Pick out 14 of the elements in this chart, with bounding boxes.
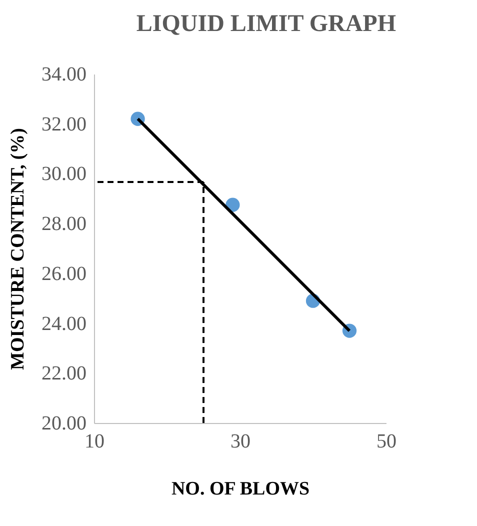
x-tick-label: 50 (376, 430, 396, 452)
y-tick-label: 34.00 (42, 64, 86, 86)
y-tick-label: 28.00 (42, 213, 86, 236)
x-tick-label: 30 (230, 430, 250, 452)
x-tick-label: 10 (84, 430, 104, 452)
y-tick-label: 32.00 (42, 113, 86, 136)
y-tick-label: 24.00 (42, 312, 86, 335)
x-axis-title: NO. OF BLOWS (171, 478, 310, 500)
chart-title: LIQUID LIMIT GRAPH (136, 11, 396, 37)
y-tick-label: 26.00 (42, 262, 86, 285)
y-tick-label: 20.00 (42, 412, 86, 434)
y-tick-label: 22.00 (42, 362, 86, 385)
y-axis-title: MOISTURE CONTENT, (%) (8, 128, 28, 370)
y-tick-label: 30.00 (42, 163, 86, 186)
